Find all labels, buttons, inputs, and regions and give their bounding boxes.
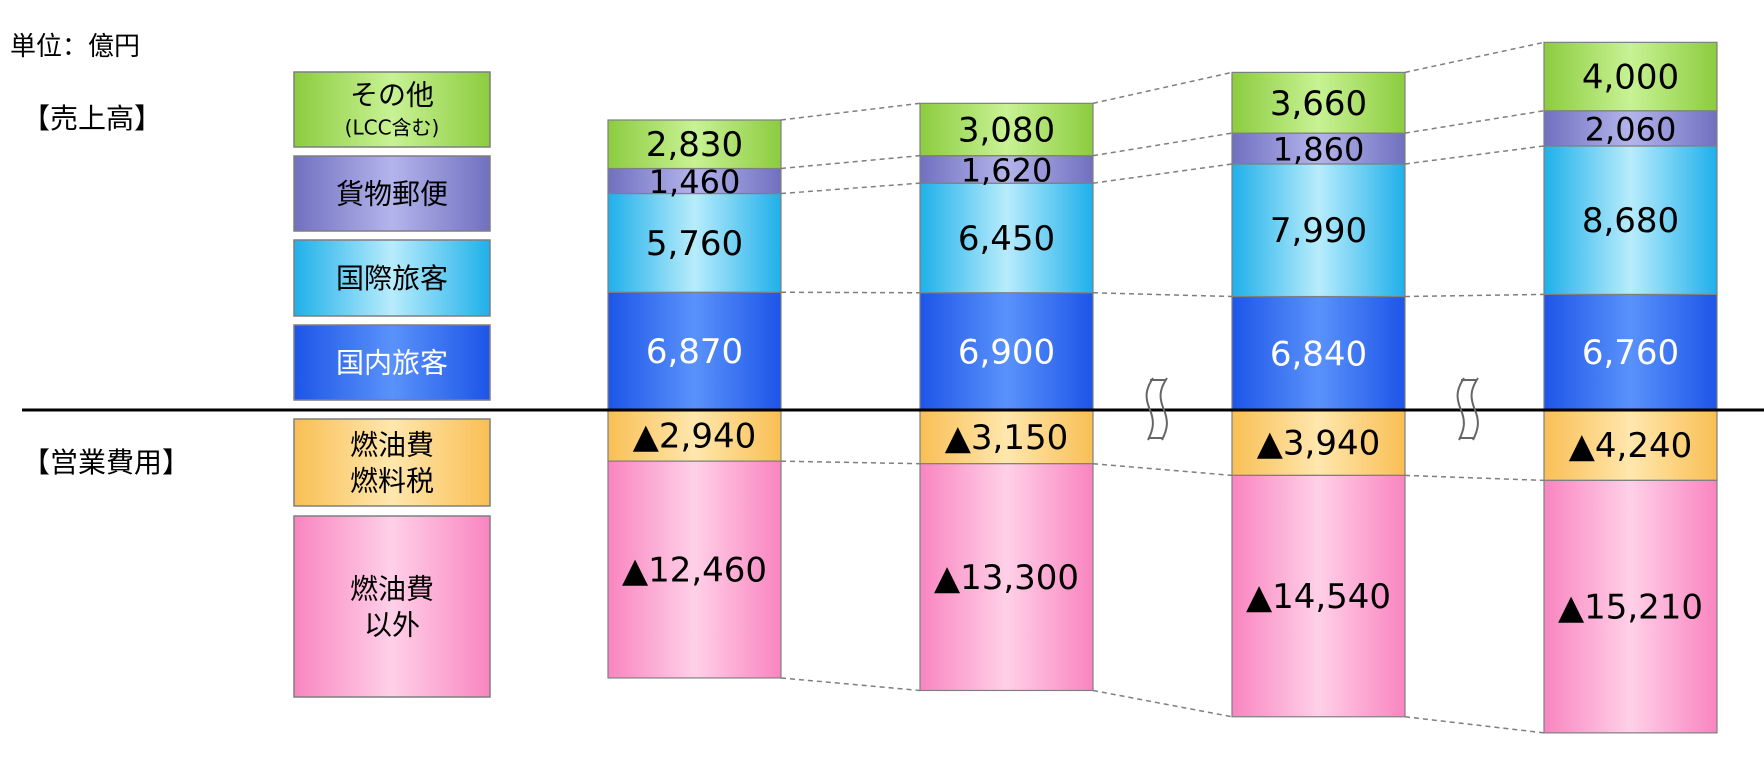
bar-segment-other — [1231, 71, 1406, 134]
connector-line — [780, 182, 921, 195]
legend-swatch-intl — [293, 239, 491, 317]
bar-segment-dom — [1543, 293, 1718, 411]
connector-line — [1404, 474, 1545, 482]
data-label-fuel: ▲3,940 — [1257, 424, 1380, 464]
data-label-fuel: ▲3,150 — [945, 418, 1068, 458]
unit-label: 単位：億円 — [10, 32, 140, 62]
legend-swatch-nonfuel — [293, 515, 491, 698]
legend-swatch-other — [293, 71, 491, 148]
connector-line — [1404, 41, 1545, 74]
axis-break-icon — [1145, 377, 1168, 441]
revenue-heading: 【売上高】 — [22, 102, 162, 135]
connector-line — [780, 102, 921, 121]
bar-segment-other — [919, 102, 1094, 157]
data-label-dom: 6,900 — [958, 332, 1055, 372]
legend-label-other: その他 — [350, 79, 434, 112]
data-label-cargo: 1,620 — [961, 151, 1053, 189]
data-label-nonfuel: ▲13,300 — [934, 558, 1079, 598]
legend-label-nonfuel: 燃油費 — [350, 573, 434, 606]
connector-line — [1404, 293, 1545, 298]
bar-segment-nonfuel — [1543, 479, 1718, 734]
connector-line — [1404, 145, 1545, 165]
bar-segment-fuel — [1543, 409, 1718, 481]
data-label-intl: 7,990 — [1270, 211, 1367, 251]
bar-segment-intl — [1543, 145, 1718, 296]
axis-break-icon — [1456, 377, 1479, 441]
data-label-nonfuel: ▲14,540 — [1246, 577, 1391, 617]
bar-segment-fuel — [607, 409, 782, 462]
data-label-other: 4,000 — [1582, 58, 1679, 98]
legend-swatch-fuel — [293, 418, 491, 507]
bar-segment-other — [607, 119, 782, 170]
connector-line — [1092, 462, 1233, 477]
bar-segment-intl — [919, 182, 1094, 294]
data-label-nonfuel: ▲12,460 — [622, 551, 767, 591]
bar-segment-nonfuel — [607, 460, 782, 679]
data-label-other: 3,660 — [1270, 84, 1367, 124]
legend-label-other: (LCC含む) — [345, 116, 440, 140]
legend-label-dom: 国内旅客 — [336, 347, 448, 380]
data-label-fuel: ▲2,940 — [633, 417, 756, 457]
bar-segment-other — [1543, 41, 1718, 112]
bar-segment-cargo — [1231, 132, 1406, 165]
bar-segment-intl — [1231, 163, 1406, 298]
expense-heading: 【営業費用】 — [22, 446, 190, 479]
connector-line — [780, 677, 921, 692]
connector-line — [1404, 716, 1545, 734]
legend-label-nonfuel: 以外 — [364, 609, 420, 642]
data-label-other: 2,830 — [646, 125, 743, 165]
data-label-intl: 8,680 — [1582, 201, 1679, 241]
legend-swatch-cargo — [293, 155, 491, 232]
legend-label-fuel: 燃料税 — [350, 465, 434, 498]
connector-lines — [780, 41, 1545, 734]
connector-line — [780, 291, 921, 294]
legend-swatch-dom — [293, 324, 491, 401]
connector-line — [1404, 110, 1545, 134]
data-label-nonfuel: ▲15,210 — [1558, 588, 1703, 628]
data-label-cargo: 2,060 — [1585, 110, 1677, 148]
connector-line — [780, 154, 921, 170]
legend-label-fuel: 燃油費 — [350, 429, 434, 462]
legend-label-intl: 国際旅客 — [336, 262, 448, 295]
legend-label-cargo: 貨物郵便 — [336, 178, 448, 211]
data-label-intl: 6,450 — [958, 219, 1055, 259]
connector-line — [1092, 689, 1233, 718]
connector-line — [1092, 132, 1233, 157]
connector-line — [1092, 163, 1233, 184]
data-label-dom: 6,840 — [1270, 334, 1367, 374]
connector-line — [780, 460, 921, 465]
bar-segment-dom — [1231, 295, 1406, 411]
connector-line — [1092, 71, 1233, 105]
data-label-dom: 6,870 — [646, 332, 743, 372]
data-label-other: 3,080 — [958, 110, 1055, 150]
bar-segment-nonfuel — [1231, 474, 1406, 718]
bar-segment-cargo — [607, 167, 782, 195]
data-label-fuel: ▲4,240 — [1569, 426, 1692, 466]
bar-segment-dom — [607, 291, 782, 411]
bar-segment-nonfuel — [919, 463, 1094, 692]
bar-segment-cargo — [919, 155, 1094, 184]
bar-segment-fuel — [1231, 409, 1406, 477]
bar-segment-cargo — [1543, 110, 1718, 147]
data-label-intl: 5,760 — [646, 224, 743, 264]
data-label-cargo: 1,460 — [649, 163, 741, 201]
bar-segment-intl — [607, 192, 782, 293]
data-label-cargo: 1,860 — [1273, 131, 1365, 169]
data-label-dom: 6,760 — [1582, 333, 1679, 373]
connector-line — [1092, 292, 1233, 298]
